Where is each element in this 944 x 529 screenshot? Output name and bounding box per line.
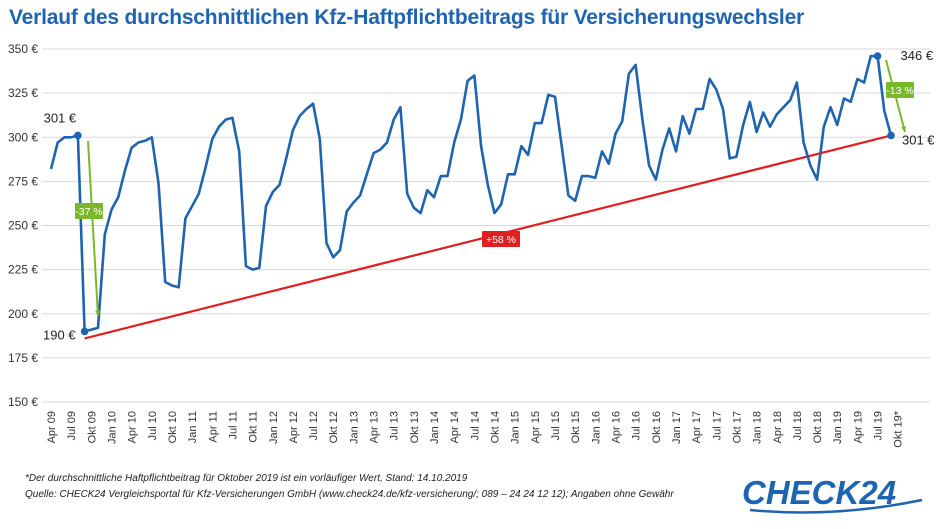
x-tick-label: Apr 12 xyxy=(288,411,300,443)
x-tick-label: Okt 17 xyxy=(731,411,743,443)
x-tick-label: Okt 14 xyxy=(490,411,502,443)
data-label: 301 € xyxy=(44,110,77,125)
x-tick-label: Apr 17 xyxy=(691,411,703,443)
x-tick-label: Jan 17 xyxy=(671,411,683,444)
check24-logo: CHECK24 xyxy=(742,474,923,514)
x-tick-label: Jan 11 xyxy=(187,411,199,443)
x-tick-label: Okt 19* xyxy=(893,410,905,447)
x-tick-label: Jan 19 xyxy=(832,411,844,444)
x-tick-label: Jul 10 xyxy=(147,411,159,440)
chart-title: Verlauf des durchschnittlichen Kfz-Haftp… xyxy=(9,6,805,29)
series-line xyxy=(49,54,893,333)
y-tick-label: 300 € xyxy=(8,130,38,144)
data-label: 190 € xyxy=(43,327,76,342)
data-point xyxy=(74,131,82,140)
data-point xyxy=(873,52,882,60)
x-tick-label: Jan 16 xyxy=(590,411,602,444)
x-tick-label: Okt 11 xyxy=(248,411,260,443)
x-tick-label: Jul 13 xyxy=(389,411,401,440)
decline-arrow-right-head xyxy=(901,126,907,132)
change-badge-right-text: -13 % xyxy=(886,85,913,97)
x-tick-label: Apr 09 xyxy=(46,411,58,443)
x-tick-label: Jul 18 xyxy=(792,411,804,440)
decline-arrow-left-head xyxy=(95,310,101,316)
x-tick-label: Apr 15 xyxy=(530,411,542,443)
x-tick-label: Okt 10 xyxy=(167,411,179,443)
x-tick-label: Jul 15 xyxy=(550,411,562,440)
decline-arrow-left xyxy=(87,140,99,317)
x-tick-label: Apr 10 xyxy=(127,411,139,443)
x-tick-label: Okt 09 xyxy=(86,411,98,443)
trend-badge xyxy=(482,231,520,247)
source-note: Quelle: CHECK24 Vergleichsportal für Kfz… xyxy=(25,489,674,500)
x-tick-label: Jul 11 xyxy=(227,411,239,440)
x-tick-label: Apr 11 xyxy=(207,411,219,443)
data-point xyxy=(80,327,89,336)
y-tick-label: 150 € xyxy=(8,395,38,409)
x-tick-label: Jan 13 xyxy=(348,411,360,444)
x-tick-label: Okt 13 xyxy=(409,411,421,443)
y-tick-label: 175 € xyxy=(8,351,38,365)
x-tick-label: Okt 12 xyxy=(328,411,340,443)
x-tick-label: Jul 19 xyxy=(873,411,885,440)
change-badge-right xyxy=(886,82,914,98)
y-tick-label: 225 € xyxy=(8,263,38,277)
data-label: 346 € xyxy=(901,48,934,63)
x-tick-label: Apr 13 xyxy=(369,411,381,443)
x-tick-label: Jul 12 xyxy=(308,411,320,440)
data-label: 301 € xyxy=(902,132,935,147)
y-tick-label: 325 € xyxy=(8,86,38,100)
x-tick-label: Jan 12 xyxy=(268,411,280,444)
x-tick-label: Jan 15 xyxy=(510,411,522,444)
x-tick-label: Okt 15 xyxy=(570,411,582,443)
x-tick-label: Apr 14 xyxy=(449,411,461,443)
logo-text: CHECK24 xyxy=(742,474,896,511)
x-tick-label: Okt 16 xyxy=(651,411,663,443)
x-tick-label: Apr 18 xyxy=(772,411,784,443)
x-tick-label: Okt 18 xyxy=(812,411,824,443)
x-tick-label: Jul 09 xyxy=(66,411,78,440)
y-tick-label: 200 € xyxy=(8,307,38,321)
change-badge-left-text: -37 % xyxy=(75,206,102,218)
x-tick-label: Apr 19 xyxy=(852,411,864,443)
x-tick-label: Jan 18 xyxy=(752,411,764,444)
y-tick-label: 250 € xyxy=(8,219,38,233)
x-tick-label: Jan 10 xyxy=(106,411,118,444)
y-tick-label: 275 € xyxy=(8,174,38,188)
y-tick-label: 350 € xyxy=(8,42,38,56)
change-badge-left xyxy=(75,203,103,219)
x-tick-label: Jul 16 xyxy=(631,411,643,440)
footnote: *Der durchschnittliche Haftpflichtbeitra… xyxy=(25,473,468,484)
x-tick-label: Jan 14 xyxy=(429,411,441,444)
x-tick-label: Jul 14 xyxy=(469,411,481,440)
x-tick-label: Apr 16 xyxy=(610,411,622,443)
data-point xyxy=(887,131,895,140)
x-tick-label: Jul 17 xyxy=(711,411,723,440)
trend-badge-text: +58 % xyxy=(486,234,516,246)
